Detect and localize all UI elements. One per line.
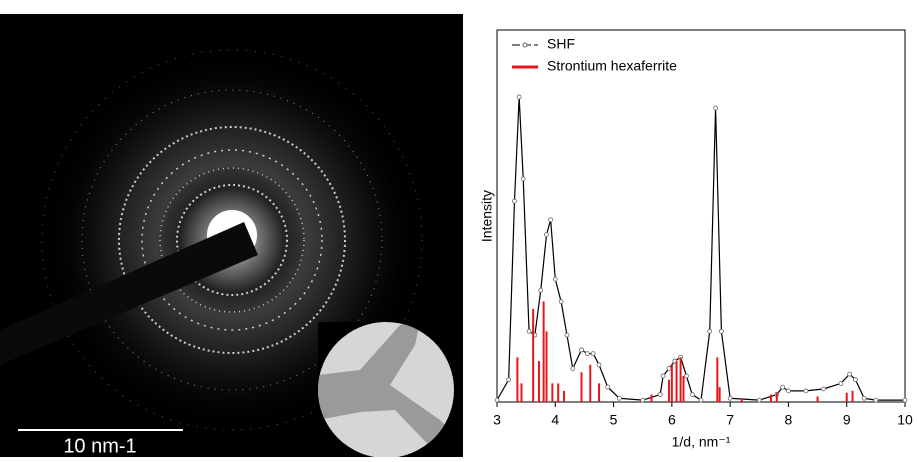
shf-point	[847, 371, 853, 377]
shf-point	[579, 347, 584, 353]
shf-point	[707, 328, 713, 334]
shf-point	[544, 232, 549, 238]
shf-point	[684, 373, 689, 379]
shf-point	[548, 217, 554, 223]
shf-point	[506, 377, 512, 383]
shf-point	[861, 395, 867, 401]
shf-point	[617, 395, 622, 401]
shf-point	[526, 328, 532, 334]
shf-point	[570, 366, 576, 371]
legend-label: Strontium hexaferrite	[547, 58, 677, 74]
shf-point	[552, 276, 558, 282]
shf-point	[494, 397, 500, 403]
y-axis-label: Intensity	[479, 190, 495, 242]
shf-point	[520, 176, 526, 182]
shf-point	[756, 397, 762, 403]
diffraction-image: 10 nm-1	[0, 14, 463, 458]
shf-point	[640, 397, 646, 403]
shf-point	[803, 388, 809, 394]
shf-point	[786, 388, 791, 394]
shf-point	[838, 380, 844, 386]
shf-point	[660, 373, 666, 379]
x-tick-label: 5	[610, 412, 618, 428]
shf-point	[657, 392, 663, 397]
shf-point	[564, 332, 570, 338]
x-axis-label: 1/d, nm⁻¹	[672, 434, 731, 450]
shf-line	[496, 96, 905, 402]
x-tick-label: 3	[493, 412, 501, 428]
scale-bar-label: 10 nm-1	[63, 435, 136, 457]
legend-label: SHF	[547, 36, 575, 52]
shf-point	[713, 105, 718, 111]
legend-marker	[522, 42, 528, 48]
shf-point	[584, 351, 590, 357]
shf-point	[605, 384, 611, 390]
shf-point	[780, 384, 785, 390]
shf-point	[516, 94, 522, 100]
shf-point	[719, 328, 724, 334]
shf-point	[666, 366, 672, 371]
x-tick-label: 4	[551, 412, 559, 428]
shf-point	[727, 395, 733, 401]
plot-frame	[496, 29, 906, 403]
shf-point	[558, 299, 564, 304]
shf-point	[821, 386, 826, 392]
shf-point	[596, 362, 602, 368]
shf-point	[698, 397, 704, 403]
x-tick-label: 9	[843, 412, 851, 428]
x-tick-label: 6	[668, 412, 676, 428]
shf-point	[853, 377, 858, 383]
x-tick-label: 10	[897, 412, 913, 428]
x-tick-label: 7	[726, 412, 734, 428]
shf-point	[689, 392, 695, 397]
shf-point	[590, 351, 596, 357]
shf-point	[538, 287, 544, 293]
shf-point	[512, 198, 517, 204]
shf-point	[873, 397, 879, 403]
shf-point	[902, 397, 908, 403]
x-tick-label: 8	[785, 412, 793, 428]
